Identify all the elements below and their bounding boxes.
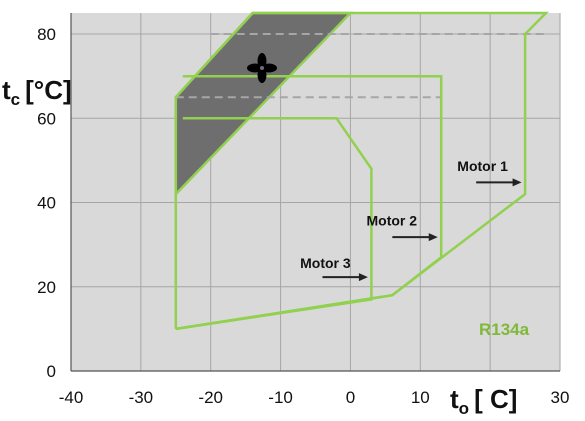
x-axis-title-unit: [ C] bbox=[474, 384, 517, 414]
y-tick-label: 0 bbox=[47, 362, 56, 381]
x-tick-label: -20 bbox=[198, 388, 223, 407]
annotation-label: Motor 3 bbox=[300, 255, 351, 271]
annotation-arrow-head bbox=[512, 178, 522, 187]
fan-icon bbox=[247, 53, 277, 83]
y-axis-title-main: t bbox=[2, 75, 11, 105]
annotation-label: Motor 1 bbox=[457, 158, 508, 174]
annotation-arrow-head bbox=[358, 273, 368, 282]
y-axis-title-unit: [°C] bbox=[25, 75, 72, 105]
annotation-arrows bbox=[322, 178, 522, 282]
series-line-motor-3 bbox=[175, 117, 373, 331]
x-tick-labels: -40 -30 -20 -10 0 10 30 bbox=[59, 388, 570, 407]
dashed-lines bbox=[175, 33, 547, 99]
y-axis-title: tc [°C] bbox=[2, 75, 72, 109]
refrigerant-label: R134a bbox=[479, 320, 530, 339]
x-axis-title-sub: o bbox=[459, 399, 469, 418]
x-axis-title-main: t bbox=[450, 384, 459, 414]
y-tick-label: 60 bbox=[37, 109, 56, 128]
y-tick-labels: 0 20 40 60 80 bbox=[37, 25, 56, 381]
x-tick-label: 30 bbox=[551, 388, 570, 407]
x-axis-title: to [ C] bbox=[450, 384, 517, 418]
x-tick-label: 0 bbox=[346, 388, 355, 407]
y-tick-label: 80 bbox=[37, 25, 56, 44]
y-axis-title-sub: c bbox=[11, 90, 20, 109]
x-tick-label: -10 bbox=[268, 388, 293, 407]
series-lines bbox=[174, 11, 549, 331]
annotation-labels: Motor 1 Motor 2 Motor 3 bbox=[300, 158, 508, 271]
x-tick-label: 10 bbox=[411, 388, 430, 407]
plot-background bbox=[71, 13, 560, 371]
x-tick-label: -30 bbox=[129, 388, 154, 407]
y-tick-label: 40 bbox=[37, 194, 56, 213]
annotation-label: Motor 2 bbox=[366, 213, 417, 229]
x-tick-label: -40 bbox=[59, 388, 84, 407]
y-tick-label: 20 bbox=[37, 278, 56, 297]
annotation-arrow-head bbox=[428, 233, 438, 242]
